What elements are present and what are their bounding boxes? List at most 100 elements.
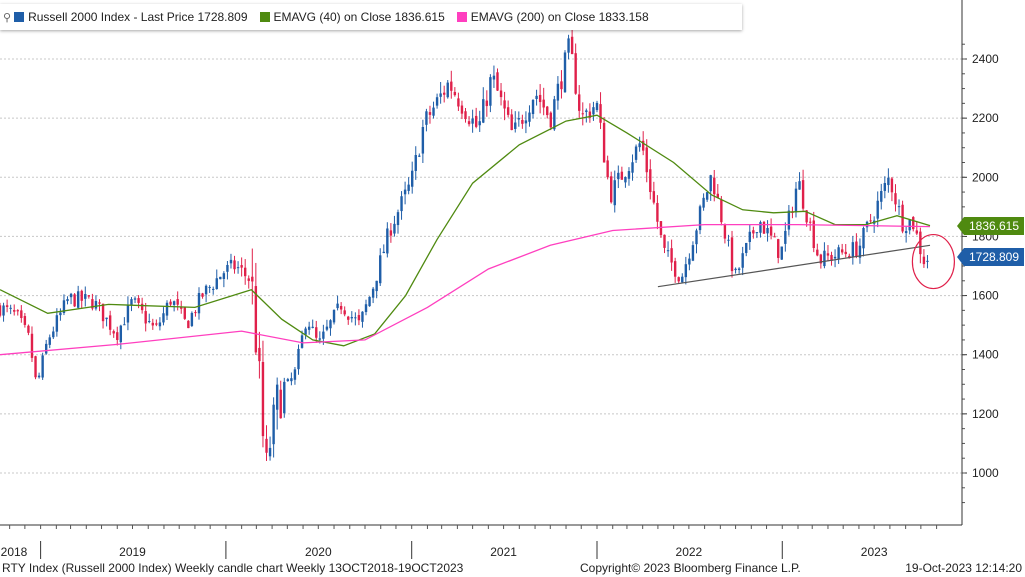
candle-body [773, 236, 776, 238]
candle-body [258, 347, 261, 362]
candle-body [499, 90, 503, 98]
x-tick-label: 2023 [861, 545, 888, 559]
candle-body [396, 212, 400, 226]
candle-body [787, 210, 791, 230]
candle-body [357, 315, 361, 321]
candle-body [698, 206, 702, 231]
candle-body [286, 379, 290, 382]
candle-body [450, 81, 453, 91]
candle-body [851, 242, 855, 257]
legend-item-ema40[interactable]: EMAVG (40) on Close 1836.615 [259, 10, 445, 24]
candle-body [212, 288, 215, 290]
chart-footer: RTY Index (Russell 2000 Index) Weekly ca… [0, 559, 1025, 577]
ema40-line [0, 114, 931, 347]
candle-body [876, 200, 879, 219]
candle-body [197, 292, 201, 314]
candle-body [137, 298, 140, 303]
candle-body [272, 404, 275, 445]
candle-body [659, 221, 663, 236]
x-tick-label: 2022 [676, 545, 703, 559]
legend-item-price[interactable]: Russell 2000 Index - Last Price 1728.809 [14, 10, 248, 24]
candle-body [620, 171, 624, 180]
candle-body [912, 217, 915, 230]
candle-body [585, 110, 588, 113]
candle-body [229, 259, 233, 264]
candle-body [503, 100, 506, 109]
candle-body [837, 247, 840, 260]
plot-area [0, 0, 962, 525]
candle-body [705, 192, 709, 200]
candle-body [702, 197, 705, 208]
candle-body [240, 265, 243, 268]
candle-body [855, 241, 858, 257]
candle-body [66, 299, 69, 302]
candle-body [808, 221, 812, 223]
candle-body [59, 312, 62, 316]
candle-body [194, 312, 197, 314]
candle-body [361, 311, 364, 322]
candle-body [709, 175, 712, 192]
candle-body [439, 93, 442, 97]
y-tick-label: 1400 [972, 348, 999, 362]
candle-body [140, 303, 144, 311]
candle-body [748, 231, 751, 243]
candle-body [826, 253, 830, 256]
candle-body [890, 178, 894, 193]
candle-body [784, 230, 787, 244]
candle-body [9, 307, 12, 309]
candle-body [421, 127, 425, 154]
candle-body [634, 146, 638, 160]
candle-body [645, 147, 648, 173]
candle-body [627, 171, 631, 179]
candle-body [858, 245, 862, 258]
candle-body [148, 321, 151, 323]
legend-swatch-ema40 [259, 12, 270, 22]
y-tick-label: 1200 [972, 407, 999, 421]
candle-body [474, 115, 478, 127]
candle-body [176, 299, 179, 305]
candle-body [5, 305, 9, 307]
candle-body [560, 81, 563, 90]
candle-body [165, 302, 169, 316]
candle-body [666, 250, 670, 252]
candle-body [297, 348, 300, 370]
candle-body [400, 196, 403, 212]
candle-body [2, 305, 5, 316]
candle-body [329, 320, 332, 329]
candle-body [588, 111, 592, 118]
candle-body [418, 155, 421, 157]
legend-label-ema200: EMAVG (200) on Close 1833.158 [470, 10, 649, 24]
candle-body [546, 106, 549, 116]
candle-body [567, 38, 570, 53]
candle-body [713, 177, 716, 195]
candle-body [123, 324, 126, 326]
candle-body [673, 261, 677, 277]
candle-body [187, 320, 190, 329]
candle-body [144, 311, 147, 324]
candle-body [613, 180, 616, 206]
legend-item-ema200[interactable]: EMAVG (200) on Close 1833.158 [456, 10, 649, 24]
candle-body [602, 122, 606, 163]
candle-body [656, 202, 659, 222]
candle-body [133, 298, 137, 300]
lock-icon[interactable]: ⚲ [3, 11, 12, 24]
candle-body [204, 285, 208, 295]
candle-body [84, 294, 87, 299]
candle-body [816, 249, 819, 256]
candle-body [261, 362, 265, 437]
candle-body [471, 118, 474, 124]
candle-body [926, 260, 929, 262]
candle-body [80, 290, 83, 301]
candle-body [734, 268, 737, 271]
candle-body [322, 331, 325, 339]
candle-body [517, 118, 521, 120]
candle-body [641, 140, 645, 151]
candle-body [20, 310, 23, 319]
candle-body [574, 53, 577, 94]
chart-legend: ⚲ Russell 2000 Index - Last Price 1728.8… [0, 4, 742, 30]
candle-body [108, 315, 112, 330]
candle-body [563, 52, 567, 93]
candle-body [375, 280, 378, 292]
candle-body [453, 91, 457, 96]
candle-body [101, 303, 105, 322]
